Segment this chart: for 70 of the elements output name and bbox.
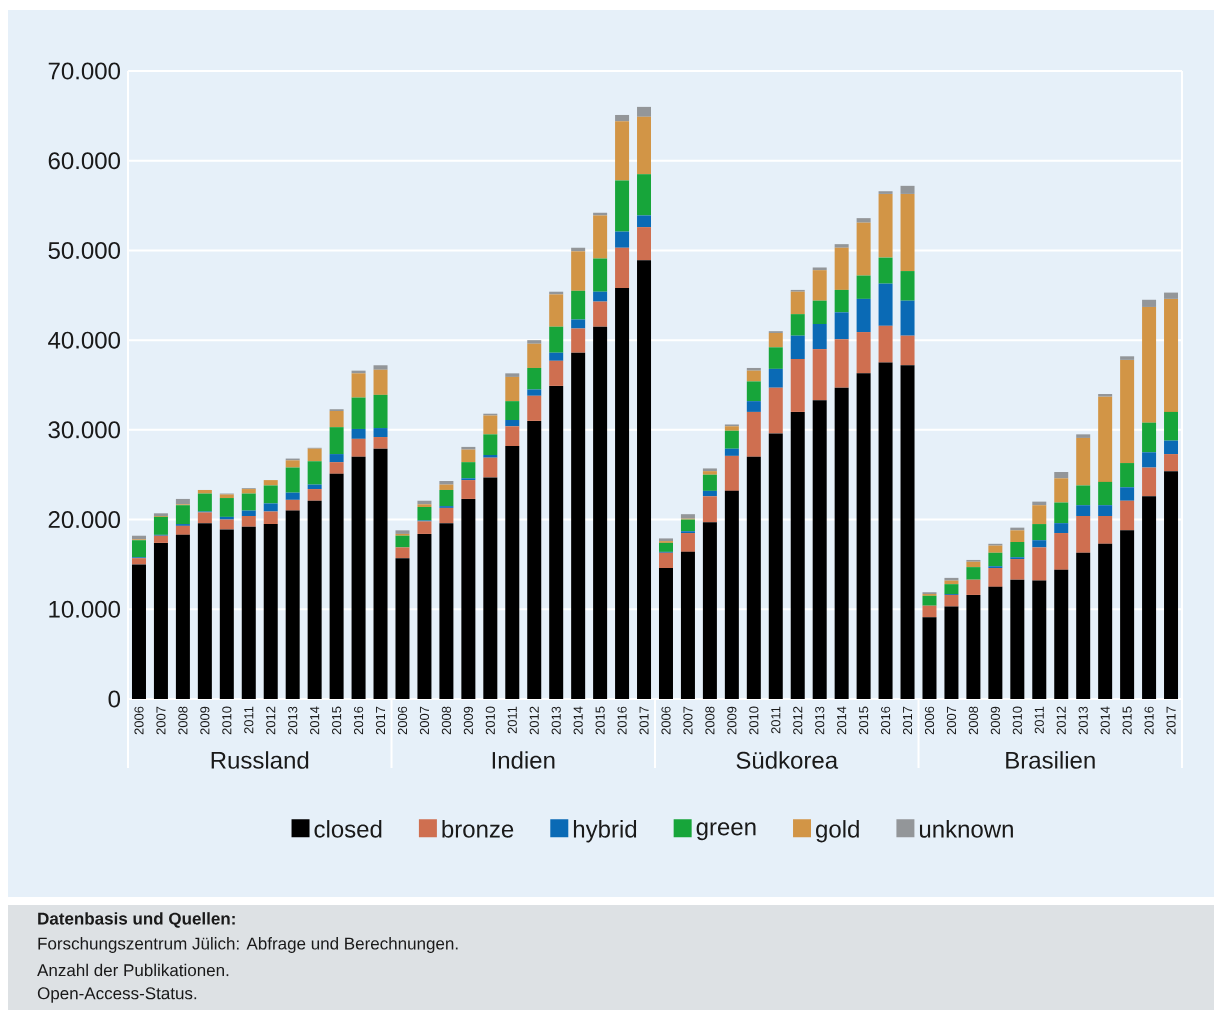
x-tick-label: 2006 (397, 706, 408, 735)
y-tick-label: 10.000 (49, 600, 120, 618)
x-tick-label: 2017 (902, 706, 913, 735)
legend-label: hybrid (573, 820, 637, 843)
x-tick-label: 2011 (1034, 706, 1044, 734)
x-tick-label: 2017 (639, 706, 649, 735)
x-tick-label: 2009 (990, 706, 1000, 735)
x-tick-label: 2015 (1122, 706, 1132, 735)
y-tick-label: 0 (108, 690, 121, 708)
y-tick-label: 50.000 (48, 241, 120, 259)
x-tick-label: 2007 (683, 706, 693, 735)
y-tick-label: 70.000 (48, 62, 120, 80)
y-tick-label: 20.000 (48, 511, 120, 529)
x-tick-label: 2014 (310, 706, 320, 735)
x-tick-label: 2015 (595, 706, 605, 735)
text: Südkorea (736, 751, 839, 769)
x-tick-label: 2008 (178, 706, 188, 735)
y-tick-label: 60.000 (48, 152, 120, 170)
x-tick-label: 2013 (1078, 706, 1088, 735)
x-tick-label: 2014 (573, 706, 583, 735)
x-tick-label: 2016 (880, 706, 891, 735)
text: Datenbasis und Quellen: (38, 912, 235, 928)
legend-label: closed (314, 820, 382, 838)
y-tick-label: 40.000 (48, 331, 120, 349)
x-tick-label: 2014 (1100, 706, 1110, 735)
x-tick-label: 2007 (156, 706, 166, 735)
x-tick-label: 2014 (837, 706, 847, 735)
x-tick-label: 2013 (551, 706, 561, 735)
x-tick-label: 2007 (946, 706, 957, 735)
x-tick-label: 2016 (1144, 706, 1154, 735)
x-tick-label: 2008 (968, 706, 979, 735)
x-tick-label: 2006 (924, 706, 935, 735)
x-tick-label: 2006 (134, 706, 144, 735)
x-tick-label: 2007 (419, 706, 430, 735)
text: Forschungszentrum Jülich: Abfrage und Berechnungen. (38, 937, 458, 953)
x-tick-label: 2009 (463, 706, 473, 735)
legend-label: bronze (442, 820, 514, 838)
legend-label: unknown (919, 820, 1013, 838)
x-tick-label: 2010 (485, 706, 495, 735)
x-tick-label: 2008 (441, 706, 452, 735)
text: Brasilien (1006, 751, 1095, 769)
x-tick-label: 2016 (617, 706, 627, 735)
x-tick-label: 2013 (815, 706, 825, 735)
x-tick-label: 2017 (1166, 706, 1176, 735)
y-tick-label: 30.000 (48, 421, 120, 439)
x-tick-label: 2015 (332, 706, 342, 735)
x-tick-label: 2013 (288, 706, 298, 735)
x-tick-label: 2009 (200, 706, 210, 735)
x-tick-label: 2017 (375, 706, 386, 735)
x-tick-label: 2009 (727, 706, 737, 735)
legend-label: green (696, 822, 756, 841)
x-tick-label: 2015 (859, 706, 869, 735)
x-tick-label: 2010 (1012, 706, 1022, 735)
x-tick-label: 2012 (793, 706, 803, 735)
text: Russland (211, 751, 309, 769)
x-tick-label: 2012 (1056, 706, 1066, 735)
x-tick-label: 2006 (661, 706, 671, 735)
text: Open-Access-Status. (37, 987, 197, 1003)
text: Indien (492, 751, 555, 769)
x-tick-label: 2010 (749, 706, 759, 735)
x-tick-label: 2011 (771, 706, 781, 734)
text: Anzahl der Publikationen. (37, 963, 229, 977)
x-tick-label: 2008 (705, 706, 715, 735)
x-tick-label: 2012 (529, 706, 539, 735)
x-tick-label: 2011 (244, 706, 254, 734)
legend-label: gold (816, 820, 859, 843)
x-tick-label: 2010 (222, 706, 232, 735)
x-tick-label: 2011 (507, 706, 517, 734)
x-tick-label: 2016 (353, 706, 364, 735)
x-tick-label: 2012 (266, 706, 276, 735)
